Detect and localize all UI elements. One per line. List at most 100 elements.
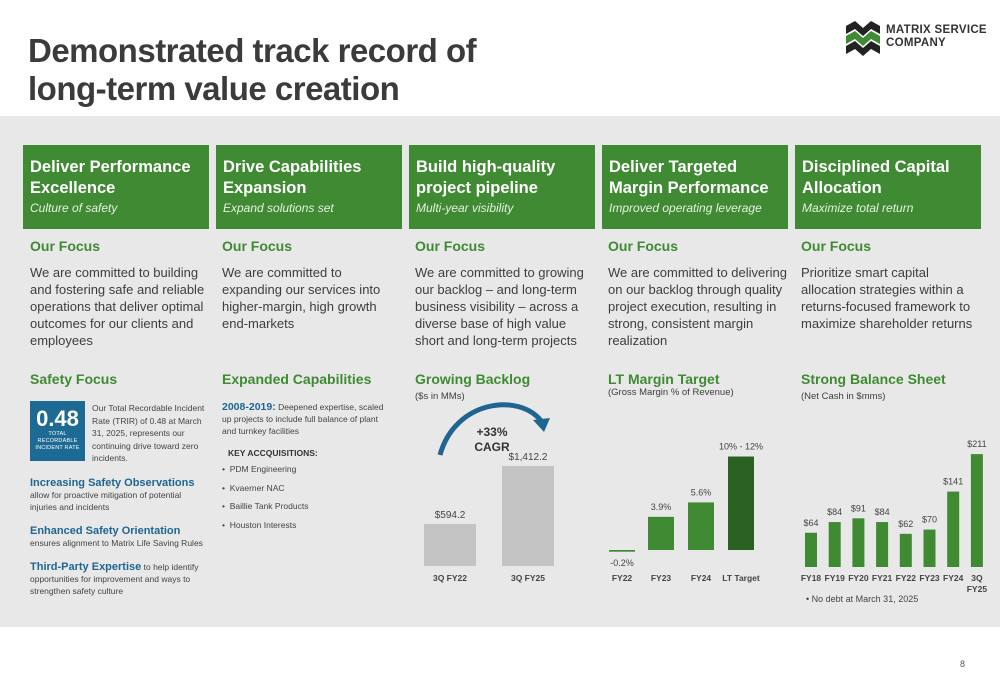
cash-bar	[970, 454, 983, 567]
logo-text-line1: MATRIX SERVICE	[886, 24, 987, 36]
trir-description: Our Total Recordable Incident Rate (TRIR…	[92, 403, 205, 463]
pillar-subheading: Expand solutions set	[223, 201, 334, 215]
pillar-5: Disciplined Capital Allocation Maximize t…	[795, 145, 981, 229]
matrix-logo-icon	[846, 21, 880, 56]
pillar-3: Build high-quality project pipeline Multi…	[409, 145, 595, 229]
trir-badge: 0.48 TOTAL RECORDABLE INCIDENT RATE	[30, 401, 85, 461]
company-logo: MATRIX SERVICE COMPANY	[844, 18, 994, 58]
cash-note: • No debt at March 31, 2025	[806, 594, 918, 604]
pillar-heading: Build high-quality project pipeline	[416, 158, 556, 197]
trir-value: 0.48	[36, 406, 79, 431]
acquisition-item: • Baillie Tank Products	[222, 501, 309, 511]
backlog-category-label: 3Q FY25	[511, 573, 545, 583]
cash-category-label: FY23	[919, 573, 940, 583]
margin-category-label: FY24	[691, 573, 712, 583]
margin-bar	[728, 456, 754, 550]
backlog-bar	[502, 466, 554, 566]
safety-item-title: Increasing Safety Observations	[30, 477, 195, 489]
page-number: 8	[960, 659, 966, 669]
pillar-heading: Deliver Performance Excellence	[30, 158, 191, 197]
pillar-heading: Disciplined Capital Allocation	[802, 158, 950, 197]
capabilities-title: Expanded Capabilities	[222, 371, 372, 387]
capabilities-text: 2008-2019: Deepened expertise, scaled up…	[222, 401, 392, 437]
cash-category-label: FY22	[896, 573, 917, 583]
backlog-bar	[424, 523, 476, 566]
safety-item-text: to help identify opportunities for impro…	[30, 562, 199, 596]
margin-data-label: -0.2%	[610, 558, 634, 568]
margin-chart-title: LT Margin Target	[608, 371, 720, 387]
safety-item-text: ensures alignment to Matrix Life Saving …	[30, 538, 203, 548]
cash-category-label: 3Q	[971, 573, 983, 583]
page-title: Demonstrated track record of long-term v…	[28, 32, 477, 107]
cash-category-label: FY19	[825, 573, 846, 583]
backlog-category-label: 3Q FY22	[433, 573, 467, 583]
margin-bar	[609, 550, 635, 552]
focus-title: Our Focus	[801, 238, 872, 254]
focus-text: We are committed to building and fosteri…	[30, 265, 205, 348]
cash-category-label: FY24	[943, 573, 964, 583]
cash-category-label: FY20	[848, 573, 869, 583]
focus-text: Prioritize smart capital allocation stra…	[801, 265, 973, 331]
cash-data-label: $70	[922, 515, 937, 525]
focus-title: Our Focus	[415, 238, 486, 254]
pillar-4: Deliver Targeted Margin Performance Impro…	[602, 145, 788, 229]
balance-chart-title: Strong Balance Sheet	[801, 371, 946, 387]
cash-category-label: FY21	[872, 573, 893, 583]
cash-data-label: $211	[967, 439, 986, 449]
acquisitions-list: • PDM Engineering • Kvaerner NAC • Baill…	[222, 464, 308, 538]
safety-item-observations: Increasing Safety Observations allow for…	[30, 477, 210, 513]
cash-bar	[899, 533, 912, 567]
margin-data-label: 10% - 12%	[719, 442, 763, 452]
focus-text: We are committed to expanding our servic…	[222, 265, 381, 331]
acquisition-item: • PDM Engineering	[222, 464, 297, 474]
cash-data-label: $84	[875, 507, 890, 517]
focus-title: Our Focus	[30, 238, 101, 254]
pillar-2: Drive Capabilities Expansion Expand solut…	[216, 145, 402, 229]
backlog-chart: $594.2 3Q FY22 $1,412.2 3Q FY25 +33%CAGR	[424, 402, 554, 583]
pillar-subheading: Maximize total return	[802, 201, 914, 215]
capabilities-description: Deepened expertise, scaled up projects t…	[222, 402, 384, 436]
capabilities-years: 2008-2019:	[222, 401, 276, 413]
acquisition-item: • Houston Interests	[222, 519, 297, 530]
cash-bar	[805, 532, 817, 567]
focus-text: We are committed to delivering on our ba…	[608, 265, 787, 348]
margin-bar	[648, 516, 674, 550]
cash-data-label: $91	[851, 503, 866, 513]
safety-item-orientation: Enhanced Safety Orientation ensures alig…	[30, 525, 210, 549]
pillar-1: Deliver Performance Excellence Culture of…	[23, 145, 209, 229]
cash-bar	[828, 522, 841, 567]
balance-chart-subtitle: (Net Cash in $mms)	[801, 391, 886, 402]
cash-bar	[876, 522, 889, 567]
focus-title: Our Focus	[608, 238, 679, 254]
acquisition-item: • Kvaerner NAC	[222, 482, 285, 493]
margin-category-label: LT Target	[722, 573, 760, 583]
focus-title: Our Focus	[222, 238, 293, 254]
safety-item-title: Third-Party Expertise	[30, 561, 142, 573]
safety-item-third-party: Third-Party Expertise to help identify o…	[30, 561, 210, 597]
cagr-arrowhead	[533, 418, 550, 432]
margin-bar	[688, 502, 714, 550]
margin-data-label: 5.6%	[691, 487, 712, 497]
balance-chart: $64 FY18 $84 FY19 $91 FY20 $84 FY21 $62 FY22 $70 FY…	[801, 439, 987, 604]
logo-text-line2: COMPANY	[886, 37, 947, 49]
cash-bar	[947, 491, 960, 567]
margin-chart: -0.2% FY22 3.9% FY23 5.6% FY24 10% - 12% LT Tar…	[609, 442, 763, 583]
safety-item-text: allow for proactive mitigation of potent…	[30, 490, 182, 512]
focus-text: We are committed to growing our backlog …	[415, 265, 584, 348]
cagr-label: +33%	[476, 425, 507, 439]
margin-data-label: 3.9%	[651, 502, 672, 512]
cash-bar	[852, 518, 865, 567]
acquisitions-label: KEY ACCQUISITIONS:	[228, 448, 318, 458]
cash-data-label: $64	[803, 518, 818, 528]
safety-item-title: Enhanced Safety Orientation	[30, 525, 181, 537]
backlog-chart-subtitle: ($s in MMs)	[415, 391, 465, 402]
cash-bar	[923, 529, 936, 567]
cash-data-label: $84	[827, 507, 842, 517]
margin-category-label: FY23	[651, 573, 672, 583]
pillar-subheading: Culture of safety	[30, 201, 118, 215]
pillar-subheading: Multi-year visibility	[416, 201, 514, 215]
cagr-label: CAGR	[474, 440, 510, 454]
cash-category-label: FY25	[967, 584, 988, 594]
pillar-heading: Drive Capabilities Expansion	[223, 158, 362, 197]
